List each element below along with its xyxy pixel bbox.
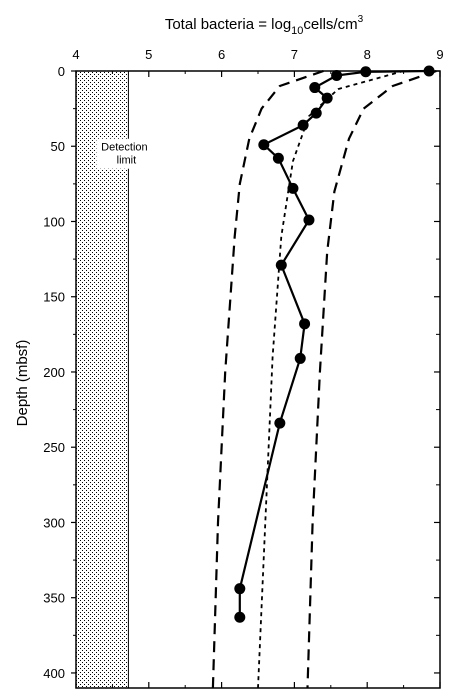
- data-point: [258, 139, 270, 151]
- title-subscript: 10: [291, 25, 303, 37]
- detection-limit-label-line2: limit: [117, 155, 137, 167]
- y-tick-label: 200: [43, 365, 65, 380]
- data-point: [272, 152, 284, 164]
- trend-line: [257, 70, 404, 689]
- data-point: [309, 82, 321, 94]
- y-tick-label: 50: [51, 139, 65, 154]
- x-tick-label: 4: [72, 47, 79, 62]
- y-tick-label: 100: [43, 214, 65, 229]
- data-point: [234, 583, 246, 595]
- y-tick-label: 300: [43, 515, 65, 530]
- data-point: [274, 417, 286, 429]
- detection-limit-label-bg: [96, 138, 151, 169]
- data-point: [360, 66, 372, 78]
- title-middle: cells/cm: [303, 16, 357, 33]
- x-tick-label: 7: [291, 47, 298, 62]
- y-axis-label: Depth (mbsf): [14, 340, 31, 427]
- data-point: [275, 259, 287, 271]
- x-tick-label: 6: [218, 47, 225, 62]
- prediction-bound-line: [306, 69, 437, 689]
- data-point: [234, 611, 246, 623]
- bacteria-profile-line: [238, 69, 430, 618]
- x-tick-label: 8: [364, 47, 371, 62]
- title-prefix: Total bacteria = log: [165, 16, 291, 33]
- data-point: [294, 352, 306, 364]
- series: [211, 65, 437, 689]
- data-point: [299, 318, 311, 330]
- data-point: [310, 107, 322, 119]
- title-superscript: 3: [358, 14, 364, 25]
- y-tick-label: 400: [43, 666, 65, 681]
- prediction-bound-line: [211, 69, 324, 689]
- data-point: [331, 70, 343, 82]
- chart-title: Total bacteria = log10cells/cm3: [165, 14, 364, 37]
- plot-frame: [75, 70, 441, 689]
- y-tick-label: 350: [43, 591, 65, 606]
- detection-limit-label-line1: Detection: [101, 142, 147, 154]
- x-tick-label: 5: [145, 47, 152, 62]
- data-point: [303, 214, 315, 226]
- data-point: [287, 182, 299, 194]
- y-tick-label: 150: [43, 290, 65, 305]
- y-tick-label: 0: [58, 64, 65, 79]
- x-tick-label: 9: [436, 47, 443, 62]
- y-tick-label: 250: [43, 440, 65, 455]
- detection-limit-band: [75, 70, 129, 689]
